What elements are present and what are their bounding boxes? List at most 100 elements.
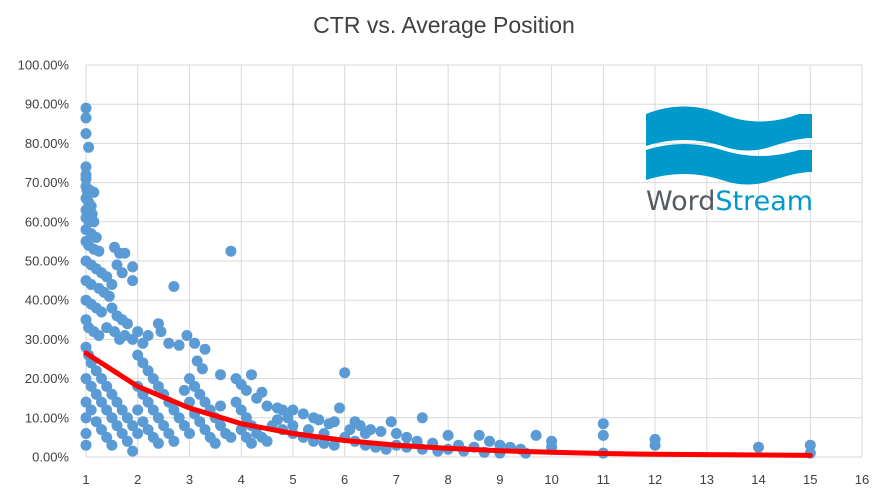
data-point [215, 400, 226, 412]
data-point [111, 396, 123, 408]
data-point [385, 416, 397, 428]
logo-word: Word [646, 186, 715, 217]
data-point [191, 355, 203, 367]
data-point [804, 439, 816, 451]
x-tick-label: 2 [134, 472, 141, 487]
data-point [142, 330, 154, 341]
data-point [155, 326, 167, 338]
data-point [147, 404, 159, 416]
data-point [132, 404, 144, 416]
logo-wave-top [646, 106, 812, 151]
data-point [80, 161, 92, 173]
data-point [328, 439, 340, 451]
data-point [184, 428, 195, 439]
data-point [85, 404, 97, 416]
data-point [111, 259, 123, 271]
y-tick-labels: 0.00% 10.00% 20.00% 30.00% 40.00% 50.00% 60.00… [18, 58, 70, 465]
data-point [90, 365, 102, 377]
data-point [303, 424, 314, 436]
data-point [121, 412, 133, 424]
data-point [96, 424, 107, 436]
x-tick-label: 14 [751, 472, 765, 487]
data-point [127, 275, 139, 287]
x-tick-label: 6 [341, 472, 348, 487]
data-point [184, 373, 195, 385]
data-point [282, 412, 294, 424]
x-tick-label: 12 [648, 472, 662, 487]
x-tick-label: 4 [238, 472, 245, 487]
y-tick-label: 100.00% [18, 58, 70, 73]
x-tick-label: 3 [186, 472, 193, 487]
data-point [127, 333, 139, 345]
data-point [287, 404, 299, 416]
data-point [173, 339, 185, 351]
y-tick-label: 30.00% [25, 332, 70, 347]
data-point [246, 437, 257, 449]
data-point [88, 186, 100, 198]
data-point [359, 428, 371, 439]
x-tick-label: 7 [393, 472, 400, 487]
data-point [80, 396, 92, 408]
data-point [484, 435, 495, 447]
data-point [106, 279, 118, 290]
data-point [215, 369, 226, 381]
data-point [199, 343, 211, 355]
data-point [116, 428, 128, 439]
data-point [103, 290, 115, 302]
data-point [132, 326, 144, 338]
data-point [442, 429, 454, 441]
data-point [235, 424, 247, 436]
data-point [251, 392, 263, 404]
data-point [334, 402, 345, 414]
data-point [494, 439, 506, 451]
data-point [127, 445, 139, 457]
data-point [142, 365, 154, 377]
data-point [83, 141, 95, 153]
data-point [137, 416, 149, 428]
data-point [168, 435, 180, 447]
data-point [530, 429, 542, 441]
x-tick-label: 15 [803, 472, 817, 487]
data-point [90, 232, 102, 243]
x-tick-label: 11 [597, 472, 611, 487]
data-point [80, 102, 92, 114]
data-point [178, 384, 190, 396]
data-point [199, 424, 211, 436]
data-point [390, 428, 402, 439]
data-point [230, 396, 242, 408]
x-tick-labels: 1 2 3 4 5 6 7 8 9 10 11 12 13 14 15 16 [82, 472, 869, 487]
data-point [158, 420, 170, 432]
data-point [178, 420, 190, 432]
data-point [80, 439, 92, 451]
data-point [194, 416, 206, 428]
data-point [85, 380, 97, 392]
data-point [109, 326, 120, 338]
data-point [96, 306, 107, 318]
data-point [354, 420, 366, 432]
data-point [116, 404, 128, 416]
data-point [147, 373, 159, 385]
x-tick-label: 16 [855, 472, 869, 487]
data-point [261, 435, 273, 447]
data-point [189, 380, 201, 392]
data-point [106, 302, 118, 314]
data-point [101, 431, 113, 443]
data-point [90, 416, 102, 428]
x-tick-label: 5 [289, 472, 296, 487]
wordstream-logo: WordStream [646, 106, 813, 217]
data-point [101, 380, 113, 392]
data-point [649, 439, 661, 451]
data-point [106, 439, 118, 451]
data-point [225, 245, 237, 257]
y-tick-label: 40.00% [25, 293, 70, 308]
data-point [90, 388, 102, 400]
data-point [344, 424, 356, 436]
y-tick-label: 50.00% [25, 254, 70, 269]
data-point [132, 349, 144, 361]
y-tick-label: 90.00% [25, 97, 70, 112]
data-point [80, 128, 92, 140]
data-point [116, 267, 128, 279]
data-point [111, 420, 123, 432]
data-point [416, 412, 428, 424]
y-tick-label: 80.00% [25, 136, 70, 151]
